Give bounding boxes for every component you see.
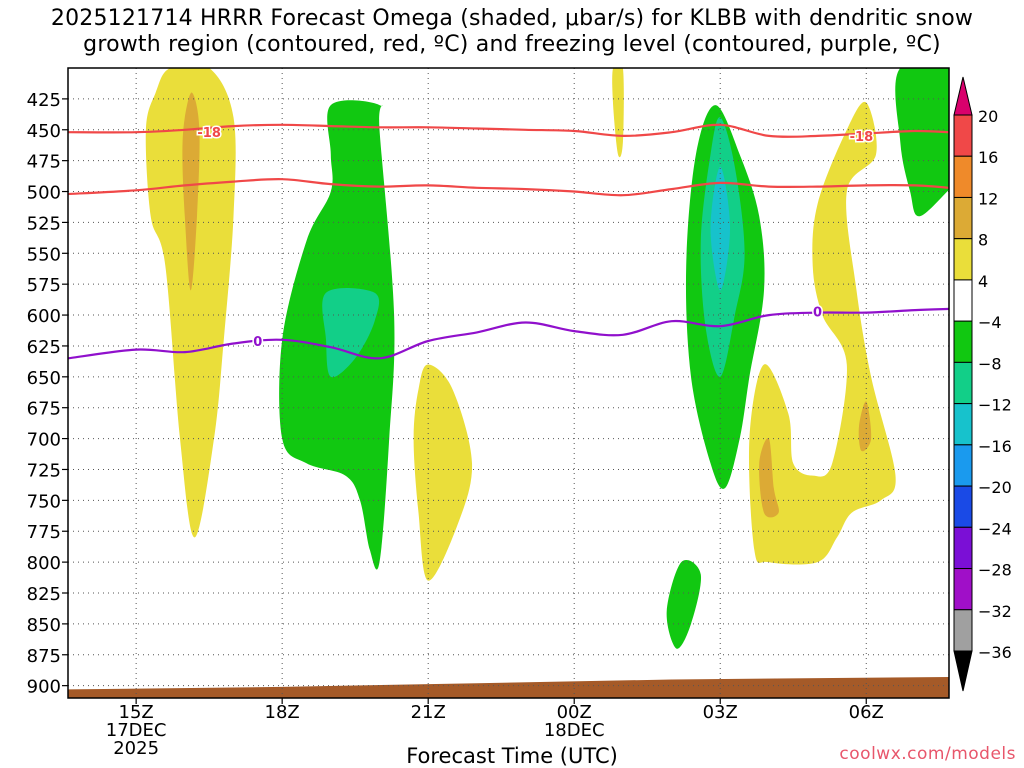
grid-layer: [68, 68, 949, 698]
colorbar-swatch-1: [953, 155, 973, 198]
colorbar-bottom-arrow: [953, 650, 973, 692]
colorbar-label-11: −28: [978, 561, 1012, 580]
chart-title: 2025121714 HRRR Forecast Omega (shaded, …: [0, 6, 1024, 58]
y-tick-label-550: 550: [27, 244, 61, 265]
colorbar-swatch-4: [953, 279, 973, 322]
omega-region-0: [145, 68, 236, 538]
colorbar-label-0: 20: [978, 107, 998, 126]
colorbar-top-arrow: [953, 76, 973, 116]
x-tick-date-15Z: 17DEC: [106, 720, 167, 741]
chart-title-line1: 2025121714 HRRR Forecast Omega (shaded, …: [50, 6, 974, 31]
colorbar-swatch-3: [953, 238, 973, 281]
omega-region-9: [748, 101, 896, 565]
colorbar-swatch-0: [953, 114, 973, 157]
x-tick-label-21Z: 21Z: [411, 702, 446, 723]
colorbar-swatch-6: [953, 361, 973, 405]
omega-region-13: [895, 68, 949, 217]
omega-region-3: [322, 288, 380, 378]
colorbar-label-7: −12: [978, 396, 1012, 415]
y-tick-label-850: 850: [27, 615, 61, 636]
colorbar-swatch-2: [953, 196, 973, 240]
x-tick-label-18Z: 18Z: [265, 702, 300, 723]
contour-label-2-1: 0: [813, 305, 822, 320]
x-tick-label-03Z: 03Z: [703, 702, 738, 723]
y-axis: 425 450 475 500 525 550 575 600 625 650 675 700 725 7…: [27, 90, 68, 698]
y-tick-label-725: 725: [27, 460, 61, 481]
y-tick-label-575: 575: [27, 275, 61, 296]
colorbar-label-4: 4: [978, 272, 988, 291]
contour-label-2-0: 0: [253, 335, 262, 350]
x-axis-label: Forecast Time (UTC): [406, 744, 618, 768]
colorbar-swatch-5: [953, 320, 973, 363]
y-tick-label-475: 475: [27, 152, 61, 173]
colorbar-swatch-12: [953, 609, 973, 652]
x-tick-label-00Z: 00Z: [557, 702, 592, 723]
colorbar-label-8: −16: [978, 437, 1012, 456]
colorbar-label-13: −36: [978, 643, 1012, 662]
y-tick-label-900: 900: [27, 677, 61, 698]
contour-line-1: [68, 178, 949, 197]
y-tick-label-525: 525: [27, 213, 61, 234]
colorbar-label-9: −20: [978, 478, 1012, 497]
plot-frame: [67, 67, 950, 699]
y-tick-label-750: 750: [27, 491, 61, 512]
y-tick-label-450: 450: [27, 121, 61, 142]
omega-region-1: [182, 92, 200, 291]
colorbar-label-5: −4: [978, 313, 1002, 332]
colorbar-label-2: 12: [978, 189, 998, 208]
colorbar: 20 16 12 8 4 −4 −8 −12 −16 −20 −24 −28 −32 −36: [953, 76, 1012, 692]
omega-region-10: [759, 437, 779, 518]
colorbar-swatch-10: [953, 526, 973, 570]
x-tick-date-00Z: 18DEC: [544, 720, 605, 741]
y-tick-label-800: 800: [27, 553, 61, 574]
y-tick-label-775: 775: [27, 522, 61, 543]
y-tick-label-600: 600: [27, 306, 61, 327]
colorbar-swatch-7: [953, 403, 973, 446]
y-tick-label-875: 875: [27, 646, 61, 667]
omega-shading-layer: [68, 68, 949, 698]
colorbar-swatch-8: [953, 444, 973, 487]
omega-region-5: [612, 68, 624, 158]
x-tick-label-15Z: 15Z: [119, 702, 154, 723]
chart-title-line2: growth region (contoured, red, ºC) and f…: [83, 32, 941, 57]
omega-region-12: [420, 388, 438, 514]
colorbar-swatch-11: [953, 568, 973, 611]
omega-region-14: [666, 559, 702, 649]
x-tick-label-06Z: 06Z: [849, 702, 884, 723]
x-tick-year-15Z: 2025: [113, 738, 159, 759]
y-tick-label-675: 675: [27, 399, 61, 420]
colorbar-label-3: 8: [978, 231, 988, 250]
y-tick-label-825: 825: [27, 584, 61, 605]
terrain-fill: [68, 677, 949, 698]
contour-layer: -18 -18 0 0: [68, 123, 949, 360]
colorbar-label-12: −32: [978, 602, 1012, 621]
contour-line-0: [68, 123, 949, 138]
contour-label-0-1: -18: [850, 130, 874, 145]
y-tick-label-500: 500: [27, 183, 61, 204]
contour-line-2: [68, 307, 949, 360]
y-tick-label-625: 625: [27, 337, 61, 358]
colorbar-label-1: 16: [978, 148, 998, 167]
source-credit: coolwx.com/models: [839, 744, 1016, 764]
y-tick-label-425: 425: [27, 90, 61, 111]
contour-label-0-0: -18: [197, 126, 221, 141]
colorbar-label-10: −24: [978, 519, 1012, 538]
y-tick-label-650: 650: [27, 368, 61, 389]
colorbar-swatch-9: [953, 485, 973, 528]
y-tick-label-700: 700: [27, 430, 61, 451]
colorbar-label-6: −8: [978, 354, 1002, 373]
